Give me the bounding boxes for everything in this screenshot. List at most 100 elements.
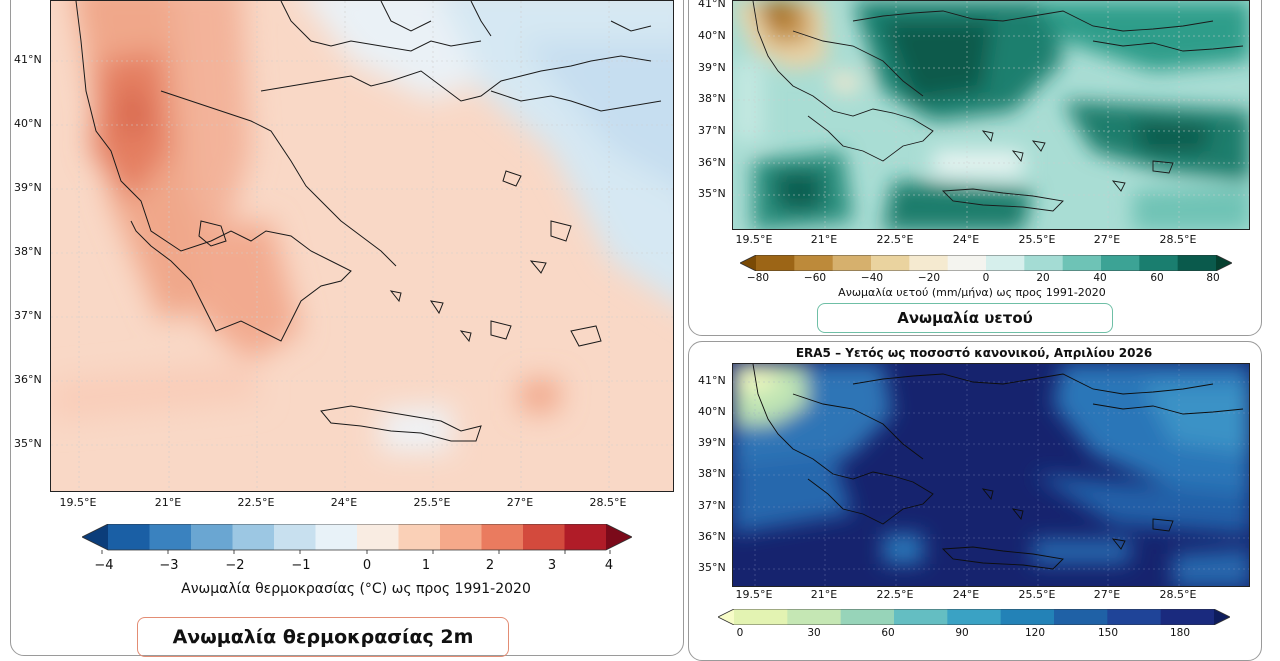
colorbar-swatch bbox=[986, 255, 1025, 271]
colorbar-swatch bbox=[274, 524, 316, 550]
colorbar-swatch bbox=[1177, 255, 1217, 271]
precipitation-anomaly-map bbox=[732, 0, 1250, 230]
lat-label: 36°N bbox=[698, 530, 726, 543]
colorbar-swatches bbox=[740, 255, 1232, 271]
lat-label: 37°N bbox=[698, 124, 726, 137]
colorbar-outline bbox=[82, 524, 632, 551]
colorbar-swatch bbox=[947, 609, 1002, 625]
colorbar-tick: −2 bbox=[225, 558, 245, 573]
colorbar-tick: 150 bbox=[1097, 627, 1119, 639]
precipitation-anomaly-colorbar bbox=[740, 255, 1232, 271]
colorbar-tick: 90 bbox=[955, 627, 969, 639]
colorbar-tick: −1 bbox=[291, 558, 311, 573]
lon-label: 22.5°E bbox=[237, 496, 275, 509]
lon-label: 22.5°E bbox=[876, 233, 914, 246]
lon-label: 21°E bbox=[810, 233, 838, 246]
lon-label: 25.5°E bbox=[1018, 588, 1056, 601]
colorbar-swatch bbox=[894, 609, 948, 625]
colorbar-swatch bbox=[1062, 255, 1102, 271]
colorbar-swatch bbox=[1160, 609, 1215, 625]
lat-label: 39°N bbox=[14, 181, 42, 194]
lat-label: 35°N bbox=[698, 561, 726, 574]
lon-label: 21°E bbox=[154, 496, 182, 509]
colorbar-tick: 1 bbox=[421, 558, 431, 573]
temperature-anomaly-tag[interactable]: Ανωμαλία θερμοκρασίας 2m bbox=[137, 617, 509, 657]
lat-label: 39°N bbox=[698, 436, 726, 449]
colorbar-swatch bbox=[909, 255, 949, 271]
lon-label: 27°E bbox=[1093, 588, 1121, 601]
lon-label: 21°E bbox=[810, 588, 838, 601]
lon-label: 27°E bbox=[1093, 233, 1121, 246]
lon-label: 28.5°E bbox=[589, 496, 627, 509]
lat-label: 41°N bbox=[698, 374, 726, 387]
lon-label: 22.5°E bbox=[876, 588, 914, 601]
colorbar-swatch bbox=[871, 255, 910, 271]
colorbar-swatch bbox=[1000, 609, 1055, 625]
colorbar-tick: 3 bbox=[547, 558, 557, 573]
colorbar-max-cap bbox=[1216, 255, 1232, 271]
lat-label: 36°N bbox=[14, 373, 42, 386]
colorbar-swatch bbox=[481, 524, 524, 550]
colorbar-tick: 0 bbox=[982, 272, 990, 284]
colorbar-swatch bbox=[440, 524, 482, 550]
colorbar-tick: 0 bbox=[736, 627, 744, 639]
colorbar-swatch bbox=[756, 255, 795, 271]
colorbar-swatch bbox=[357, 524, 399, 550]
lat-label: 38°N bbox=[698, 92, 726, 105]
tag-label: Ανωμαλία υετού bbox=[897, 309, 1033, 327]
colorbar-swatch bbox=[734, 609, 788, 625]
colorbar-tick: 80 bbox=[1206, 272, 1220, 284]
lon-label: 28.5°E bbox=[1159, 588, 1197, 601]
colorbar-tick: 60 bbox=[1150, 272, 1164, 284]
colorbar-swatch bbox=[840, 609, 895, 625]
colorbar-tick: 4 bbox=[604, 558, 614, 573]
lon-label: 19.5°E bbox=[735, 233, 773, 246]
colorbar-swatch bbox=[523, 524, 565, 550]
colorbar-swatch bbox=[398, 524, 441, 550]
colorbar-tick: −20 bbox=[917, 272, 941, 284]
colorbar-swatch bbox=[1054, 609, 1108, 625]
lat-label: 37°N bbox=[698, 499, 726, 512]
lon-label: 24°E bbox=[952, 233, 980, 246]
colorbar-tick: 120 bbox=[1024, 627, 1046, 639]
colorbar-max-cap bbox=[1214, 609, 1230, 625]
colorbar-swatch bbox=[1139, 255, 1179, 271]
lat-label: 36°N bbox=[698, 156, 726, 169]
lon-label: 24°E bbox=[330, 496, 358, 509]
lat-label: 40°N bbox=[14, 117, 42, 130]
temperature-anomaly-map bbox=[50, 0, 674, 492]
colorbar-tick: −40 bbox=[860, 272, 884, 284]
colorbar-tick: 0 bbox=[362, 558, 372, 573]
colorbar-swatch bbox=[947, 255, 987, 271]
lon-label: 27°E bbox=[506, 496, 534, 509]
colorbar-swatch bbox=[232, 524, 275, 550]
colorbar-swatch bbox=[191, 524, 233, 550]
colorbar-min-cap bbox=[82, 524, 108, 550]
temperature-colorbar bbox=[82, 524, 632, 554]
colorbar-swatch bbox=[1107, 609, 1162, 625]
precipitation-percent-map bbox=[732, 363, 1250, 587]
colorbar-swatch bbox=[832, 255, 872, 271]
lat-label: 35°N bbox=[14, 437, 42, 450]
lon-label: 19.5°E bbox=[735, 588, 773, 601]
colorbar-tick: 2 bbox=[485, 558, 495, 573]
colorbar-tick: 40 bbox=[1093, 272, 1107, 284]
colorbar-swatch bbox=[1024, 255, 1064, 271]
lon-label: 24°E bbox=[952, 588, 980, 601]
tag-label: Ανωμαλία θερμοκρασίας 2m bbox=[172, 626, 474, 648]
lat-label: 41°N bbox=[14, 53, 42, 66]
lon-label: 28.5°E bbox=[1159, 233, 1197, 246]
colorbar-swatch bbox=[315, 524, 358, 550]
precipitation-percent-colorbar bbox=[718, 609, 1230, 625]
colorbar-tick: 20 bbox=[1036, 272, 1050, 284]
lat-label: 41°N bbox=[698, 0, 726, 10]
colorbar-swatch bbox=[1101, 255, 1140, 271]
colorbar-tick: −3 bbox=[159, 558, 179, 573]
precipitation-anomaly-tag[interactable]: Ανωμαλία υετού bbox=[817, 303, 1113, 333]
colorbar-min-cap bbox=[740, 255, 756, 271]
lat-label: 37°N bbox=[14, 309, 42, 322]
colorbar-swatch bbox=[564, 524, 607, 550]
lat-label: 40°N bbox=[698, 405, 726, 418]
lon-label: 25.5°E bbox=[1018, 233, 1056, 246]
colorbar-swatches bbox=[718, 609, 1230, 625]
